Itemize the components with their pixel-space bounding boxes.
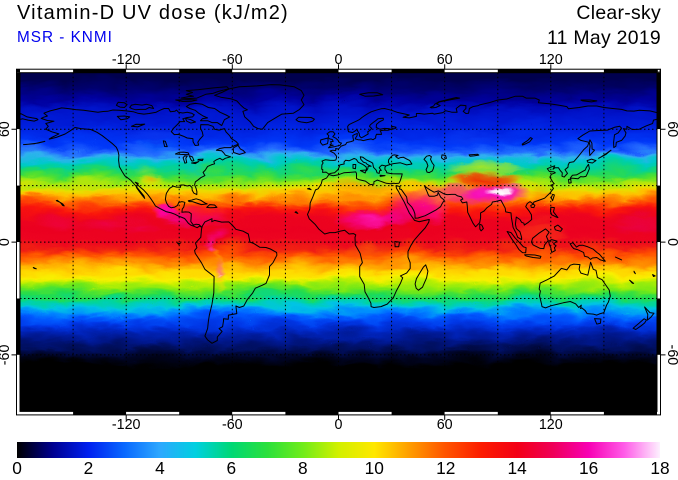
- svg-text:6: 6: [226, 458, 236, 478]
- svg-text:16: 16: [579, 458, 598, 478]
- svg-text:4: 4: [155, 458, 165, 478]
- svg-text:12: 12: [436, 458, 455, 478]
- svg-text:60: 60: [0, 121, 13, 137]
- svg-text:MSR - KNMI: MSR - KNMI: [17, 29, 113, 46]
- svg-text:14: 14: [507, 458, 527, 478]
- svg-text:8: 8: [298, 458, 308, 478]
- svg-text:60: 60: [664, 121, 678, 137]
- svg-text:-60: -60: [222, 52, 243, 68]
- svg-text:18: 18: [650, 458, 669, 478]
- svg-text:-60: -60: [0, 345, 13, 366]
- svg-text:11 May 2019: 11 May 2019: [547, 27, 661, 49]
- svg-text:0: 0: [335, 52, 343, 68]
- svg-text:2: 2: [84, 458, 94, 478]
- svg-text:120: 120: [539, 52, 563, 68]
- svg-text:120: 120: [539, 417, 563, 433]
- svg-text:10: 10: [365, 458, 384, 478]
- svg-text:0: 0: [664, 238, 678, 246]
- svg-text:Vitamin-D UV dose (kJ/m2): Vitamin-D UV dose (kJ/m2): [17, 2, 289, 24]
- svg-text:0: 0: [335, 417, 343, 433]
- svg-text:-60: -60: [222, 417, 243, 433]
- svg-text:60: 60: [437, 417, 453, 433]
- svg-text:0: 0: [12, 458, 22, 478]
- svg-text:-60: -60: [664, 345, 678, 366]
- svg-text:0: 0: [0, 238, 13, 246]
- svg-text:Clear-sky: Clear-sky: [576, 2, 661, 24]
- svg-text:60: 60: [437, 52, 453, 68]
- svg-text:-120: -120: [112, 417, 141, 433]
- svg-text:-120: -120: [112, 52, 141, 68]
